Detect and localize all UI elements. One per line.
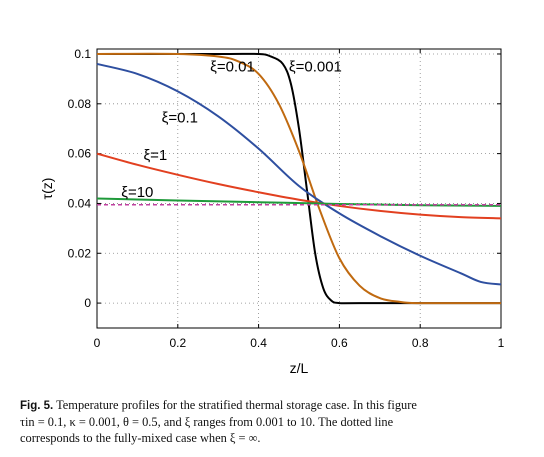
y-tick-label: 0.02 — [68, 246, 92, 260]
series-annotation: ξ=0.001 — [289, 58, 342, 75]
caption-line-3: corresponds to the fully-mixed case when… — [20, 431, 261, 445]
series-line-ξ=0.001 — [97, 52, 501, 305]
series-annotations: ξ=0.01 ξ=0.001 ξ=0.1 ξ=1 ξ=10 — [121, 58, 342, 201]
y-tick-label: 0.1 — [74, 47, 91, 61]
x-tick-label: 0 — [94, 336, 101, 350]
series-line-ξ=1 — [96, 152, 502, 220]
y-axis-label: τ(z) — [39, 178, 55, 200]
x-tick-label: 0.6 — [331, 336, 348, 350]
series-annotation: ξ=0.1 — [162, 109, 198, 126]
y-tick-label: 0.04 — [68, 196, 92, 210]
series-line-ξ=0.01 — [96, 52, 502, 305]
axis-ticks: 0 0.2 0.4 0.6 0.8 1 0 0.02 0.04 0.06 0.08 0.1 — [68, 47, 505, 350]
series-annotation: ξ=10 — [121, 184, 153, 201]
caption-line-1: Fig. 5. Temperature profiles for the str… — [20, 397, 525, 414]
figure-caption: Fig. 5. Temperature profiles for the str… — [20, 397, 525, 446]
series-annotation: ξ=0.01 — [210, 58, 255, 75]
y-tick-label: 0.06 — [68, 147, 92, 161]
series-line-ξ=0.1 — [96, 62, 502, 286]
x-tick-label: 0.2 — [169, 336, 186, 350]
x-tick-label: 1 — [498, 336, 505, 350]
caption-line-2: τin = 0.1, κ = 0.001, θ = 0.5, and ξ ran… — [20, 415, 394, 429]
x-axis-label: z/L — [290, 360, 309, 376]
y-tick-label: 0.08 — [68, 97, 92, 111]
y-tick-label: 0 — [84, 296, 91, 310]
caption-label: Fig. 5. — [20, 400, 54, 412]
x-tick-label: 0.8 — [412, 336, 429, 350]
line-chart: 0 0.2 0.4 0.6 0.8 1 0 0.02 0.04 0.06 0.08 0.1 ξ=0.0… — [39, 47, 505, 376]
plot-frame — [96, 48, 502, 329]
series-annotation: ξ=1 — [143, 147, 167, 164]
caption-text-1: Temperature profiles for the stratified … — [53, 398, 417, 412]
x-tick-label: 0.4 — [250, 336, 267, 350]
grid-lines — [96, 49, 502, 328]
series-lines — [96, 52, 502, 305]
